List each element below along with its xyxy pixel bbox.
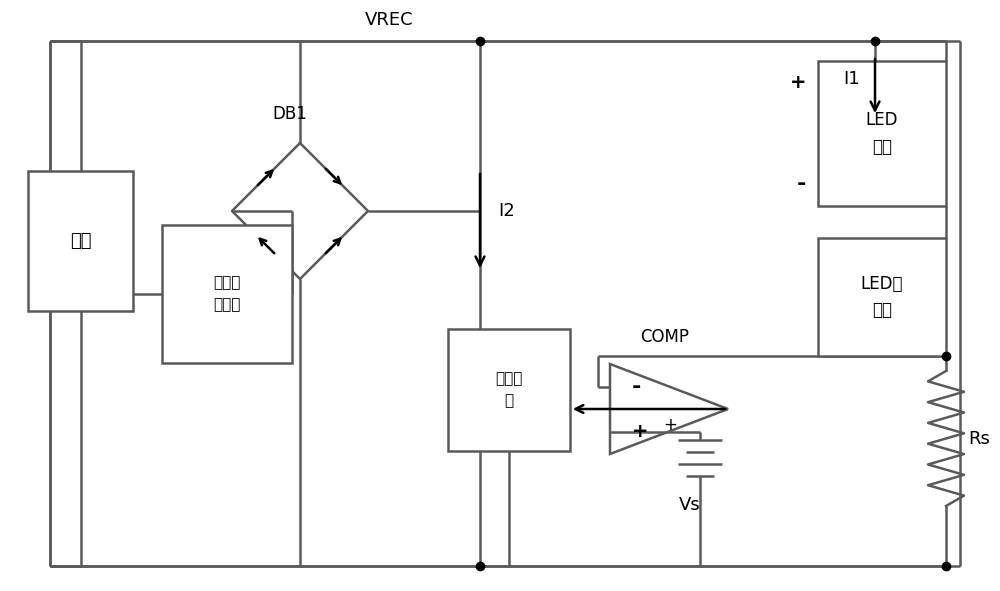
Text: LED
单元: LED 单元	[866, 111, 898, 155]
Text: DB1: DB1	[273, 105, 307, 123]
Text: VREC: VREC	[365, 11, 414, 29]
Bar	[28, 171, 133, 311]
Text: 负载电
路: 负载电 路	[495, 371, 523, 408]
Text: +: +	[790, 73, 806, 93]
Text: 可控硪
调光器: 可控硪 调光器	[213, 275, 241, 313]
Text: Rs: Rs	[968, 430, 990, 447]
Text: +: +	[632, 422, 648, 441]
Bar	[162, 225, 292, 363]
Text: COMP: COMP	[640, 328, 690, 346]
Bar	[818, 61, 946, 206]
Text: I1: I1	[843, 70, 860, 88]
Text: LED电
流源: LED电 流源	[861, 275, 903, 319]
Bar	[448, 329, 570, 451]
Text: 市电: 市电	[70, 232, 91, 250]
Text: I2: I2	[498, 202, 515, 220]
Text: -: -	[797, 174, 806, 194]
Text: Vs: Vs	[679, 495, 701, 514]
Text: -: -	[632, 376, 641, 397]
Bar	[818, 238, 946, 356]
Text: +: +	[663, 417, 677, 434]
